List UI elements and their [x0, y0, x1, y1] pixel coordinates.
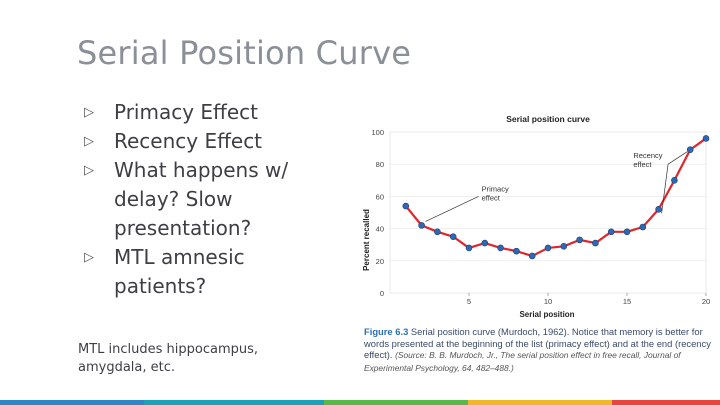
primacy-annotation: Primacy effect: [482, 185, 509, 203]
data-point: [623, 228, 631, 236]
y-tick-label: 0: [380, 289, 384, 298]
color-bar-segment: [468, 400, 612, 405]
data-point: [655, 205, 662, 213]
data-point: [513, 247, 520, 255]
data-point: [497, 244, 504, 252]
chart-title: Serial position curve: [506, 114, 590, 124]
triangle-bullet-icon: ▷: [84, 134, 94, 149]
figure-label: Figure 6.3: [364, 326, 409, 337]
serial-position-chart: Serial position curve Percent recalled S…: [362, 114, 710, 319]
bullet-text: MTL amnesic patients?: [114, 245, 245, 298]
y-axis-label: Percent recalled: [362, 209, 371, 271]
bullet-list: ▷ Primacy Effect ▷ Recency Effect ▷ What ha…: [84, 98, 324, 301]
triangle-bullet-icon: ▷: [84, 163, 94, 178]
x-axis-label: Serial position: [519, 310, 574, 319]
data-point: [434, 228, 441, 236]
data-point: [402, 202, 410, 210]
data-point: [481, 239, 489, 247]
triangle-bullet-icon: ▷: [84, 250, 94, 265]
color-bar-segment: [144, 400, 324, 405]
recency-arrow: [661, 164, 669, 214]
triangle-bullet-icon: ▷: [84, 105, 94, 120]
bullet-item: ▷ MTL amnesic patients?: [84, 243, 324, 301]
x-tick-label: 15: [623, 297, 631, 306]
bottom-color-bar: [0, 400, 720, 405]
color-bar-segment: [612, 400, 720, 405]
x-tick-label: 10: [544, 297, 552, 306]
bullet-text: Recency Effect: [114, 129, 263, 153]
caption-text: Serial position curve (Murdoch, 1962). N…: [364, 326, 711, 360]
data-point: [671, 177, 678, 184]
x-tick-label: 20: [702, 297, 710, 306]
data-point: [639, 223, 647, 231]
data-point: [418, 222, 425, 229]
primacy-arrow: [425, 196, 479, 222]
bullet-item: ▷ What happens w/ delay? Slow presentatio…: [84, 156, 324, 243]
bullet-text: What happens w/ delay? Slow presentation…: [114, 158, 289, 240]
data-point: [560, 243, 568, 250]
data-point: [544, 244, 552, 252]
caption-source: (Source: B. B. Murdoch, Jr., The serial …: [364, 350, 681, 373]
data-point: [592, 239, 599, 247]
data-point: [465, 244, 473, 252]
recency-arrow: [667, 151, 688, 165]
data-point: [528, 252, 536, 260]
y-tick-label: 80: [376, 160, 384, 169]
bullet-text: Primacy Effect: [114, 100, 258, 124]
figure-caption: Figure 6.3 Serial position curve (Murdoc…: [364, 326, 716, 374]
bullet-item: ▷ Recency Effect: [84, 127, 324, 156]
recency-annotation: Recency effect: [633, 151, 662, 169]
data-point: [607, 228, 615, 236]
bullet-item: ▷ Primacy Effect: [84, 98, 324, 127]
data-point: [576, 236, 583, 244]
data-point: [449, 233, 457, 240]
color-bar-segment: [324, 400, 468, 405]
footnote-text: MTL includes hippocampus, amygdala, etc.: [78, 342, 259, 375]
y-tick-label: 20: [376, 257, 384, 266]
slide-title: Serial Position Curve: [77, 34, 412, 72]
color-bar-segment: [0, 400, 144, 405]
data-point: [702, 135, 710, 142]
y-tick-label: 60: [376, 192, 384, 201]
y-tick-label: 100: [371, 128, 384, 137]
data-point: [686, 146, 694, 154]
y-tick-label: 40: [376, 225, 384, 234]
x-tick-label: 5: [467, 297, 471, 306]
